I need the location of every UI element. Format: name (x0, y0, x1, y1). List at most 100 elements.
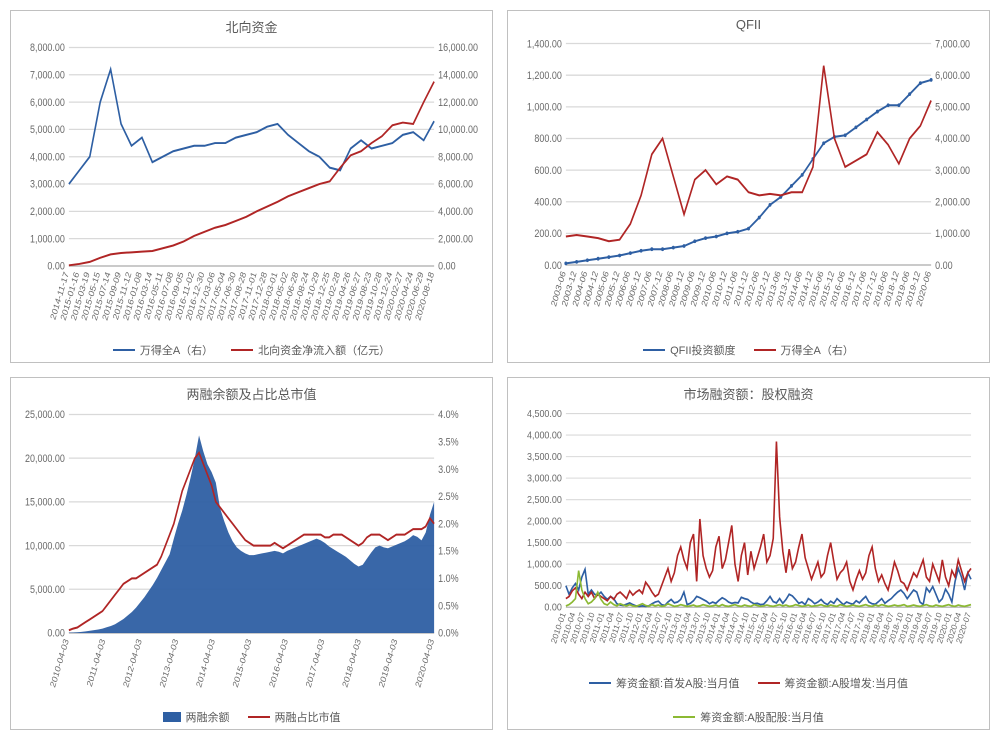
svg-text:12,000.00: 12,000.00 (438, 97, 478, 109)
legend-item: 两融占比市值 (248, 709, 341, 725)
svg-text:6,000.00: 6,000.00 (438, 179, 473, 191)
svg-text:500.00: 500.00 (534, 581, 561, 593)
svg-text:7,000.00: 7,000.00 (935, 38, 970, 50)
svg-text:2011-04-03: 2011-04-03 (85, 637, 107, 688)
svg-text:2012-04-03: 2012-04-03 (121, 637, 143, 688)
panel-margin: 两融余额及占比总市值 0.005,000.0010,000.0015,000.0… (10, 377, 493, 730)
chart-area: 0.00500.001,000.001,500.002,000.002,500.… (514, 407, 983, 671)
legend-label: 筹资金额:A股增发:当月值 (785, 675, 908, 691)
legend-swatch (248, 716, 270, 718)
legend-item: 万得全A（右） (113, 342, 213, 358)
chart-area: 0.005,000.0010,000.0015,000.0020,000.002… (17, 407, 486, 705)
legend-swatch (589, 682, 611, 684)
svg-text:15,000.00: 15,000.00 (25, 497, 65, 509)
svg-text:1,000.00: 1,000.00 (527, 102, 562, 114)
svg-text:10,000.00: 10,000.00 (438, 124, 478, 136)
svg-text:6,000.00: 6,000.00 (935, 70, 970, 82)
chart-grid: 北向资金 0.00 1,000.00 2,000.00 3,000.00 4,000.0… (10, 10, 990, 730)
svg-text:3.0%: 3.0% (438, 464, 458, 476)
legend-item: QFII投资额度 (643, 342, 735, 358)
svg-text:8,000.00: 8,000.00 (438, 152, 473, 164)
chart-legend: 筹资金额:首发A股:当月值 筹资金额:A股增发:当月值筹资金额:A股配股:当月值 (514, 671, 983, 727)
chart-area: 0.00 200.00 400.00 600.00 800.00 1,000.00 1,20… (514, 36, 983, 338)
svg-text:800.00: 800.00 (534, 133, 562, 145)
svg-text:1.5%: 1.5% (438, 546, 458, 558)
svg-text:0.00: 0.00 (438, 261, 456, 273)
legend-label: 筹资金额:A股配股:当月值 (700, 709, 823, 725)
svg-text:1.0%: 1.0% (438, 573, 458, 585)
chart-legend: 两融余额 两融占比市值 (17, 705, 486, 727)
svg-text:2016-04-03: 2016-04-03 (267, 637, 289, 688)
svg-text:2018-04-03: 2018-04-03 (340, 637, 362, 688)
svg-text:14,000.00: 14,000.00 (438, 70, 478, 82)
svg-text:1,200.00: 1,200.00 (527, 70, 562, 82)
svg-text:1,500.00: 1,500.00 (527, 538, 562, 550)
svg-text:5,000.00: 5,000.00 (935, 102, 970, 114)
svg-text:6,000.00: 6,000.00 (30, 97, 65, 109)
svg-text:200.00: 200.00 (534, 228, 562, 240)
chart-title: QFII (514, 15, 983, 36)
svg-text:4,000.00: 4,000.00 (935, 133, 970, 145)
chart-title: 两融余额及占比总市值 (17, 382, 486, 407)
svg-text:3,000.00: 3,000.00 (935, 165, 970, 177)
svg-text:2,000.00: 2,000.00 (527, 516, 562, 528)
svg-text:2.0%: 2.0% (438, 519, 458, 531)
legend-label: 筹资金额:首发A股:当月值 (616, 675, 739, 691)
svg-text:4,000.00: 4,000.00 (30, 152, 65, 164)
svg-text:8,000.00: 8,000.00 (30, 42, 65, 54)
svg-text:2013-04-03: 2013-04-03 (158, 637, 180, 688)
svg-text:2,500.00: 2,500.00 (527, 495, 562, 507)
svg-text:10,000.00: 10,000.00 (25, 540, 65, 552)
chart-area: 0.001,000.002,000.003,000.004,000.005,00… (17, 40, 486, 338)
svg-text:20,000.00: 20,000.00 (25, 453, 65, 465)
panel-qfii: QFII 0.00 200.00 400.00 600.00 800.00 1,000.0… (507, 10, 990, 363)
svg-text:2,000.00: 2,000.00 (438, 234, 473, 246)
svg-text:1,400.00: 1,400.00 (527, 38, 562, 50)
chart-title: 北向资金 (17, 15, 486, 40)
panel-northbound: 北向资金 0.001,000.002,000.003,000.004,000.0… (10, 10, 493, 363)
svg-text:600.00: 600.00 (534, 165, 562, 177)
svg-text:3,500.00: 3,500.00 (527, 452, 562, 464)
svg-text:0.00: 0.00 (935, 260, 953, 272)
svg-text:4,500.00: 4,500.00 (527, 409, 562, 421)
svg-text:25,000.00: 25,000.00 (25, 409, 65, 421)
panel-equity-financing: 市场融资额：股权融资 0.00500.001,000.001,500.002,0… (507, 377, 990, 730)
svg-text:2020-04-03: 2020-04-03 (413, 637, 435, 688)
legend-swatch (163, 712, 181, 722)
legend-label: QFII投资额度 (670, 342, 735, 358)
svg-text:16,000.00: 16,000.00 (438, 42, 478, 54)
svg-text:3,000.00: 3,000.00 (527, 473, 562, 485)
svg-text:2,000.00: 2,000.00 (935, 197, 970, 209)
svg-text:3,000.00: 3,000.00 (30, 179, 65, 191)
svg-text:5,000.00: 5,000.00 (30, 584, 65, 596)
svg-text:2,000.00: 2,000.00 (30, 206, 65, 218)
legend-swatch (231, 349, 253, 351)
legend-item: 筹资金额:A股配股:当月值 (673, 709, 823, 725)
legend-item: 筹资金额:A股增发:当月值 (758, 675, 908, 691)
svg-text:2015-04-03: 2015-04-03 (231, 637, 253, 688)
svg-text:2017-04-03: 2017-04-03 (304, 637, 326, 688)
svg-text:4,000.00: 4,000.00 (438, 206, 473, 218)
svg-text:4.0%: 4.0% (438, 409, 458, 421)
legend-label: 万得全A（右） (140, 342, 213, 358)
chart-title: 市场融资额：股权融资 (514, 382, 983, 407)
svg-text:2014-04-03: 2014-04-03 (194, 637, 216, 688)
legend-label: 北向资金净流入额（亿元） (258, 342, 390, 358)
legend-item: 万得全A（右） (754, 342, 854, 358)
svg-text:4,000.00: 4,000.00 (527, 430, 562, 442)
svg-text:2019-04-03: 2019-04-03 (377, 637, 399, 688)
chart-legend: QFII投资额度 万得全A（右） (514, 338, 983, 360)
legend-item: 筹资金额:首发A股:当月值 (589, 675, 739, 691)
svg-text:400.00: 400.00 (534, 197, 562, 209)
legend-swatch (673, 716, 695, 718)
svg-text:0.0%: 0.0% (438, 628, 458, 640)
svg-text:2010-04-03: 2010-04-03 (48, 637, 70, 688)
legend-swatch (643, 349, 665, 351)
svg-text:3.5%: 3.5% (438, 437, 458, 449)
svg-text:5,000.00: 5,000.00 (30, 124, 65, 136)
legend-swatch (754, 349, 776, 351)
chart-legend: 万得全A（右） 北向资金净流入额（亿元） (17, 338, 486, 360)
legend-label: 两融余额 (186, 709, 230, 725)
legend-swatch (113, 349, 135, 351)
svg-text:7,000.00: 7,000.00 (30, 70, 65, 82)
